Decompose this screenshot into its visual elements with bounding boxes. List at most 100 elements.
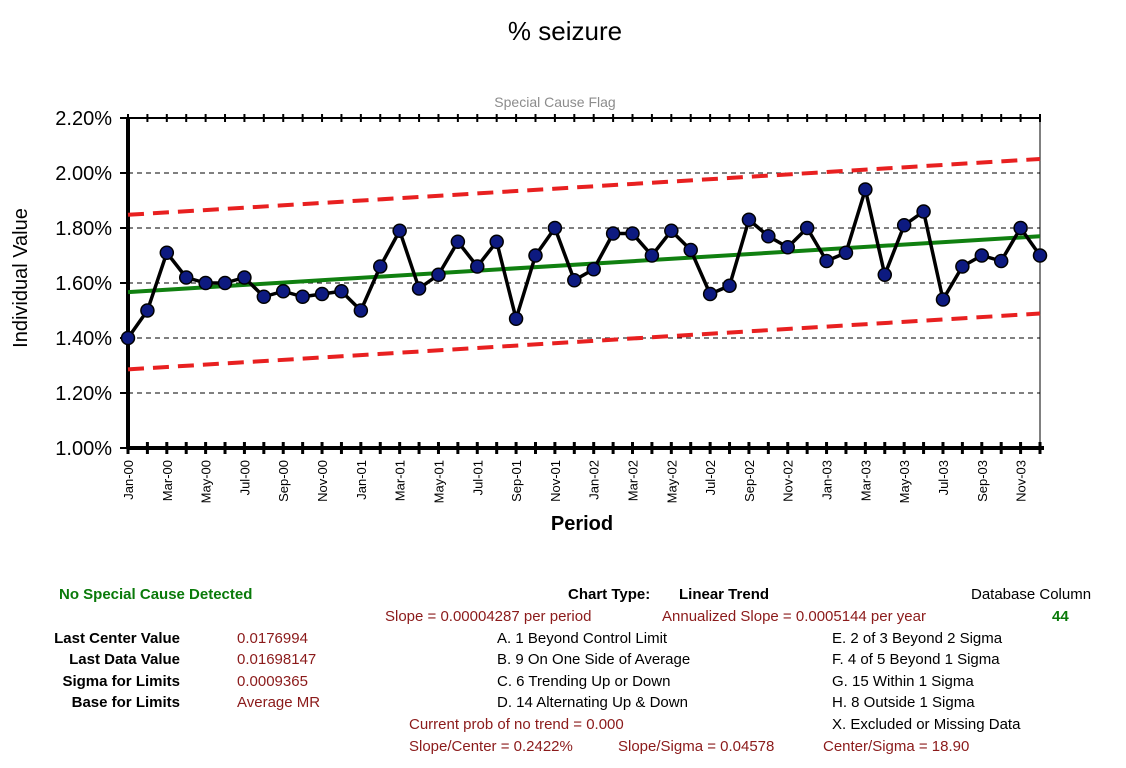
data-point — [974, 248, 990, 263]
stat-value: 0.01698147 — [237, 651, 317, 668]
data-point — [916, 204, 931, 219]
data-point — [819, 253, 834, 269]
data-point — [799, 220, 815, 236]
y-tick-label: 2.20% — [55, 108, 112, 130]
x-tick-label: Sep-03 — [975, 460, 990, 502]
x-tick-label: May-03 — [897, 460, 912, 503]
center-sigma-ratio: Center/Sigma = 18.90 — [823, 738, 970, 755]
annualized-slope: Annualized Slope = 0.0005144 per year — [662, 608, 926, 625]
data-point — [314, 286, 330, 302]
data-point — [547, 220, 563, 236]
data-point — [741, 212, 757, 227]
data-point — [217, 275, 233, 291]
y-tick-label: 1.00% — [55, 438, 112, 460]
y-axis-title: Individual Value — [10, 208, 32, 348]
data-point — [664, 223, 679, 238]
stat-label: Last Data Value — [69, 651, 180, 668]
rule-b: B. 9 On One Side of Average — [497, 651, 691, 668]
data-point — [780, 240, 795, 255]
data-point — [198, 275, 213, 291]
x-tick-label: Mar-00 — [160, 460, 175, 501]
stat-label: Base for Limits — [71, 694, 180, 711]
x-tick-label: Jul-02 — [703, 460, 718, 495]
data-point — [858, 182, 873, 197]
data-point — [411, 281, 427, 296]
data-point — [605, 226, 621, 241]
data-point — [1032, 248, 1048, 263]
trend-probability: Current prob of no trend = 0.000 — [409, 716, 624, 733]
data-point — [722, 278, 737, 293]
y-tick-label: 1.60% — [55, 273, 112, 295]
x-tick-label: Jul-03 — [936, 460, 951, 495]
database-column-value: 44 — [1052, 608, 1069, 625]
chart-type-value: Linear Trend — [679, 586, 770, 603]
x-tick-label: May-02 — [664, 460, 679, 503]
data-point — [489, 234, 504, 249]
data-point — [256, 289, 272, 304]
data-point — [295, 289, 310, 304]
x-tick-label: Mar-01 — [393, 460, 408, 501]
data-point — [567, 273, 582, 288]
data-point — [373, 259, 388, 274]
x-tick-label: Jan-02 — [587, 460, 602, 500]
chart-subtitle: Special Cause Flag — [494, 94, 615, 110]
data-point — [896, 218, 912, 233]
rule-h: H. 8 Outside 1 Sigma — [832, 694, 975, 711]
rule-e: E. 2 of 3 Beyond 2 Sigma — [832, 630, 1003, 647]
stat-label: Last Center Value — [54, 630, 180, 647]
y-tick-label: 1.20% — [55, 383, 112, 405]
x-axis-title: Period — [551, 513, 613, 535]
x-tick-label: Jul-01 — [470, 460, 485, 495]
x-tick-label: Nov-02 — [781, 460, 796, 502]
y-tick-label: 1.40% — [55, 328, 112, 350]
data-point — [470, 259, 485, 274]
lower-control-limit — [127, 311, 1041, 372]
data-point — [120, 330, 136, 346]
x-tick-label: Nov-03 — [1014, 460, 1029, 502]
data-point — [683, 242, 698, 258]
data-point — [935, 292, 951, 307]
data-point — [877, 267, 893, 282]
rule-f: F. 4 of 5 Beyond 1 Sigma — [832, 651, 1000, 668]
data-point — [334, 284, 349, 299]
x-tick-label: Jan-01 — [354, 460, 369, 500]
y-tick-label: 1.80% — [55, 218, 112, 240]
data-point — [1013, 220, 1028, 236]
x-tick-label: Jan-03 — [820, 460, 835, 500]
stat-value: 0.0009365 — [237, 673, 308, 690]
data-point — [644, 248, 660, 263]
chart-title: % seizure — [508, 16, 622, 46]
x-tick-label: Sep-02 — [742, 460, 757, 502]
x-tick-label: Mar-03 — [858, 460, 873, 501]
rule-g: G. 15 Within 1 Sigma — [832, 673, 974, 690]
data-point — [955, 259, 970, 274]
rule-a: A. 1 Beyond Control Limit — [497, 630, 668, 647]
x-tick-label: Nov-01 — [548, 460, 563, 502]
data-point — [702, 286, 718, 302]
slope-sigma-ratio: Slope/Sigma = 0.04578 — [618, 738, 775, 755]
x-tick-label: Mar-02 — [626, 460, 641, 501]
x-tick-label: Sep-00 — [276, 460, 291, 502]
data-point — [450, 234, 466, 249]
stat-value: 0.0176994 — [237, 630, 308, 647]
chart-type-label: Chart Type: — [568, 586, 651, 603]
data-point — [761, 229, 776, 244]
slope-per-period: Slope = 0.00004287 per period — [385, 608, 592, 625]
data-point — [586, 262, 601, 277]
data-point — [275, 284, 291, 299]
data-point — [140, 303, 155, 318]
upper-control-limit — [127, 156, 1041, 217]
data-point — [392, 223, 407, 238]
y-tick-label: 2.00% — [55, 163, 112, 185]
data-point — [431, 267, 446, 282]
stat-label: Sigma for Limits — [62, 673, 180, 690]
special-cause-status: No Special Cause Detected — [59, 586, 253, 603]
control-chart: % seizure Special Cause Flag Individual … — [10, 16, 1048, 535]
data-point — [178, 270, 194, 285]
data-point — [838, 245, 854, 260]
rule-c: C. 6 Trending Up or Down — [497, 673, 671, 690]
x-tick-label: Jul-00 — [237, 460, 252, 495]
data-point — [159, 245, 175, 260]
data-point — [508, 311, 524, 326]
slope-center-ratio: Slope/Center = 0.2422% — [409, 738, 573, 755]
